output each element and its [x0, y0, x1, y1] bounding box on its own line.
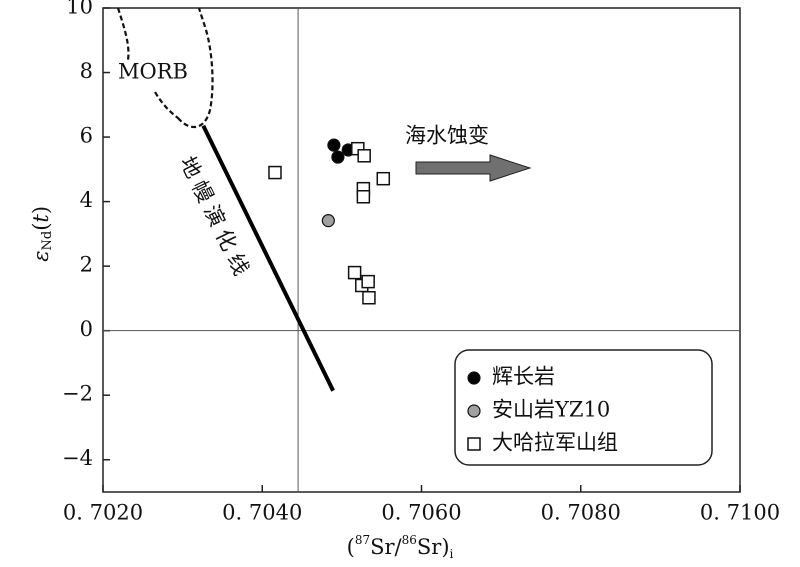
- legend-label: 安山岩YZ10: [492, 398, 610, 422]
- x-tick-label: 0. 7020: [63, 501, 143, 525]
- y-tick-label: −2: [62, 382, 93, 406]
- legend-marker: [467, 371, 481, 385]
- data-point: [362, 291, 376, 305]
- y-tick-label: 6: [80, 124, 93, 148]
- legend-label: 大哈拉军山组: [492, 431, 618, 455]
- y-tick-label: 10: [66, 0, 93, 19]
- x-axis-label-part: 87: [355, 533, 370, 547]
- legend-marker: [467, 437, 481, 451]
- x-axis-label-part: Sr/: [370, 535, 402, 559]
- legend-label: 辉长岩: [492, 365, 555, 389]
- x-axis-label-part: Sr): [417, 535, 450, 559]
- y-tick-label: 2: [80, 253, 93, 277]
- data-point: [327, 138, 341, 152]
- data-point: [357, 149, 371, 163]
- data-point: [321, 214, 335, 228]
- y-tick-label: −4: [62, 446, 93, 470]
- data-point: [268, 165, 282, 180]
- x-tick-label: 0. 7060: [381, 501, 461, 525]
- x-axis-label-part: i: [450, 547, 454, 561]
- y-axis-label-part: Nd: [40, 231, 55, 251]
- x-axis-label-part: (: [347, 535, 355, 559]
- y-tick-label: 0: [80, 317, 93, 341]
- morb-label: MORB: [118, 60, 188, 84]
- y-axis-label-part: ε: [29, 251, 53, 262]
- x-tick-label: 0. 7100: [700, 501, 780, 525]
- data-point: [376, 171, 391, 186]
- mantle-evolution-line: [201, 124, 335, 392]
- y-tick-label: 8: [80, 59, 93, 83]
- seawater-arrow: [415, 154, 532, 182]
- data-point: [361, 274, 375, 289]
- morb-field: [116, 7, 214, 128]
- mantle-line-label: 地幔演化线: [175, 153, 256, 285]
- seawater-label: 海水蚀变: [405, 124, 489, 148]
- y-axis-label-part: ): [29, 206, 53, 214]
- y-axis-label: εNd(t): [29, 206, 55, 262]
- x-tick-label: 0. 7080: [541, 501, 621, 525]
- x-axis-label-part: 86: [402, 533, 417, 547]
- legend-box: [454, 349, 713, 466]
- legend-marker: [467, 404, 481, 418]
- data-point: [331, 150, 345, 164]
- x-tick-label: 0. 7040: [222, 501, 302, 525]
- data-point: [347, 265, 362, 280]
- y-axis-label-part: t: [29, 214, 53, 223]
- y-tick-label: 4: [80, 188, 93, 212]
- x-axis-label: (87Sr/86Sr)i: [347, 533, 454, 561]
- y-axis-label-part: (: [29, 223, 53, 231]
- data-point: [356, 190, 371, 204]
